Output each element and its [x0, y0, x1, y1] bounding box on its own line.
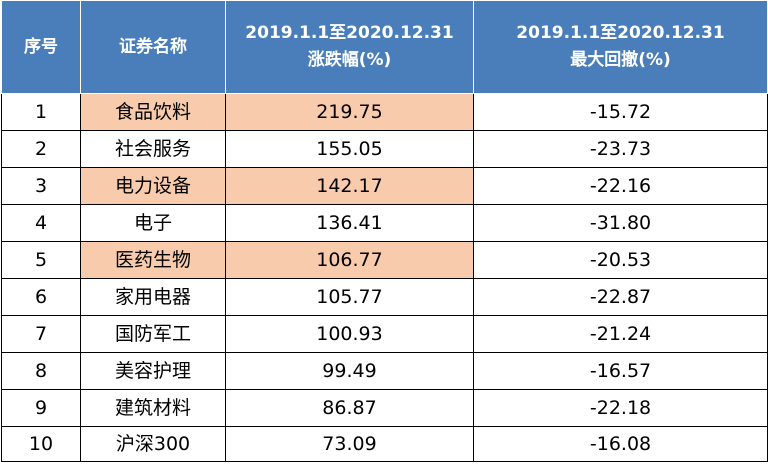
cell-drawdown: -16.57 [473, 352, 768, 390]
table-row: 10 沪深300 73.09 -16.08 [1, 426, 768, 462]
cell-change: 99.49 [225, 352, 474, 390]
table-row: 4 电子 136.41 -31.80 [1, 204, 768, 242]
table-row: 9 建筑材料 86.87 -22.18 [1, 389, 768, 427]
cell-name: 家用电器 [80, 278, 226, 316]
cell-index: 2 [1, 130, 81, 168]
cell-name: 食品饮料 [80, 93, 226, 131]
cell-index: 9 [1, 389, 81, 427]
cell-change: 219.75 [225, 93, 474, 131]
cell-name: 社会服务 [80, 130, 226, 168]
cell-change: 142.17 [225, 167, 474, 205]
cell-index: 10 [1, 426, 81, 462]
header-index: 序号 [1, 0, 81, 94]
header-change-period: 2019.1.1至2020.12.31 [245, 23, 454, 43]
table-row: 1 食品饮料 219.75 -15.72 [1, 93, 768, 131]
table-row: 3 电力设备 142.17 -22.16 [1, 167, 768, 205]
cell-index: 6 [1, 278, 81, 316]
table-row: 6 家用电器 105.77 -22.87 [1, 278, 768, 316]
cell-change: 106.77 [225, 241, 474, 279]
cell-drawdown: -22.87 [473, 278, 768, 316]
cell-change: 105.77 [225, 278, 474, 316]
cell-name: 电力设备 [80, 167, 226, 205]
table-row: 8 美容护理 99.49 -16.57 [1, 352, 768, 390]
table-row: 7 国防军工 100.93 -21.24 [1, 315, 768, 353]
cell-name: 国防军工 [80, 315, 226, 353]
cell-drawdown: -23.73 [473, 130, 768, 168]
cell-drawdown: -22.18 [473, 389, 768, 427]
cell-change: 136.41 [225, 204, 474, 242]
table-body: 1 食品饮料 219.75 -15.72 2 社会服务 155.05 -23.73 3 电力设备 1… [1, 93, 768, 462]
cell-drawdown: -21.24 [473, 315, 768, 353]
cell-drawdown: -31.80 [473, 204, 768, 242]
table-row: 5 医药生物 106.77 -20.53 [1, 241, 768, 279]
cell-drawdown: -20.53 [473, 241, 768, 279]
cell-change: 73.09 [225, 426, 474, 462]
header-change-label: 涨跌幅(%) [307, 50, 392, 70]
cell-name: 沪深300 [80, 426, 226, 462]
cell-name: 建筑材料 [80, 389, 226, 427]
header-name: 证券名称 [80, 0, 226, 94]
cell-name: 医药生物 [80, 241, 226, 279]
cell-index: 1 [1, 93, 81, 131]
cell-change: 100.93 [225, 315, 474, 353]
cell-drawdown: -15.72 [473, 93, 768, 131]
cell-change: 86.87 [225, 389, 474, 427]
header-row: 序号 证券名称 2019.1.1至2020.12.31 涨跌幅(%) 2019.… [1, 0, 768, 94]
cell-drawdown: -16.08 [473, 426, 768, 462]
header-change: 2019.1.1至2020.12.31 涨跌幅(%) [225, 0, 474, 94]
header-drawdown-label: 最大回撤(%) [570, 50, 671, 70]
cell-index: 4 [1, 204, 81, 242]
header-drawdown: 2019.1.1至2020.12.31 最大回撤(%) [473, 0, 768, 94]
cell-name: 美容护理 [80, 352, 226, 390]
table-row: 2 社会服务 155.05 -23.73 [1, 130, 768, 168]
cell-index: 7 [1, 315, 81, 353]
cell-index: 8 [1, 352, 81, 390]
cell-change: 155.05 [225, 130, 474, 168]
cell-index: 5 [1, 241, 81, 279]
cell-index: 3 [1, 167, 81, 205]
cell-name: 电子 [80, 204, 226, 242]
header-drawdown-period: 2019.1.1至2020.12.31 [516, 23, 725, 43]
cell-drawdown: -22.16 [473, 167, 768, 205]
